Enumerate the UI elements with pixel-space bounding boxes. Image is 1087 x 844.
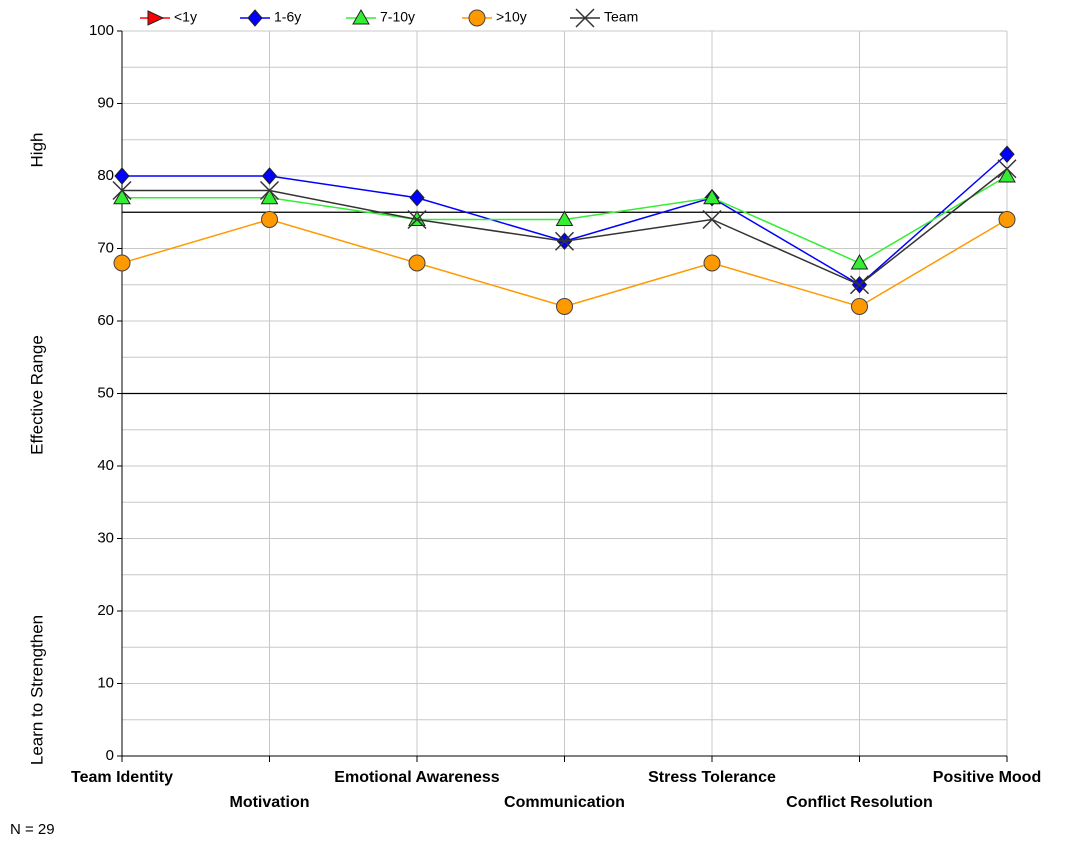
data-point (408, 254, 426, 272)
y-tick-label: 60 (97, 312, 114, 329)
legend-marker (247, 9, 263, 27)
data-point (409, 188, 425, 207)
y-tick-label: 50 (97, 384, 114, 401)
x-tick-label: Emotional Awareness (334, 769, 499, 786)
y-tick-label: 0 (106, 747, 114, 764)
x-tick-label: Positive Mood (933, 769, 1041, 786)
data-point (850, 253, 869, 270)
y-tick-label: 20 (97, 602, 114, 619)
data-point (555, 210, 574, 226)
legend-label: 7-10y (380, 9, 415, 25)
y-band-label: High (27, 133, 46, 168)
x-tick-label: Stress Tolerance (648, 769, 776, 786)
data-point (261, 167, 278, 185)
legend-marker (352, 8, 370, 25)
legend-label: >10y (496, 9, 527, 25)
data-point (261, 211, 278, 228)
y-tick-label: 70 (97, 239, 114, 256)
y-tick-label: 40 (97, 457, 114, 474)
y-tick-label: 10 (97, 674, 114, 691)
legend-item: Team (570, 8, 638, 28)
x-tick-label: Motivation (230, 794, 310, 811)
y-tick-label: 90 (97, 94, 114, 111)
legend-marker (575, 8, 595, 28)
data-point (112, 180, 132, 201)
y-band-label: Learn to Strengthen (27, 615, 46, 765)
data-point (260, 188, 279, 205)
x-tick-label: Conflict Resolution (786, 794, 933, 811)
data-point (556, 298, 573, 315)
data-point (849, 275, 870, 295)
data-point (851, 298, 868, 315)
data-point (113, 254, 131, 272)
data-point (703, 188, 721, 205)
legend-marker (147, 10, 165, 26)
data-point (114, 167, 130, 185)
data-point (998, 211, 1016, 228)
data-point (554, 231, 575, 251)
legend-item: <1y (140, 9, 197, 26)
legend-label: 1-6y (274, 9, 301, 25)
data-point (703, 254, 721, 272)
data-point (998, 166, 1016, 183)
legend-label: <1y (174, 9, 197, 25)
x-tick-label: Communication (504, 794, 625, 811)
legend-item: 1-6y (240, 9, 301, 27)
data-point (702, 209, 722, 230)
legend-item: >10y (462, 9, 527, 27)
note: N = 29 (10, 821, 55, 838)
data-point (997, 159, 1017, 179)
data-point (407, 209, 427, 230)
data-point (999, 145, 1015, 164)
legend-item: 7-10y (346, 9, 415, 25)
legend-label: Team (604, 9, 638, 25)
y-tick-label: 30 (97, 529, 114, 546)
legend-marker (468, 9, 486, 27)
y-band-label: Effective Range (27, 335, 46, 455)
y-tick-label: 80 (97, 167, 114, 184)
x-tick-label: Team Identity (71, 769, 173, 786)
data-point (259, 180, 280, 201)
y-tick-label: 100 (89, 22, 114, 39)
data-point (113, 188, 131, 205)
